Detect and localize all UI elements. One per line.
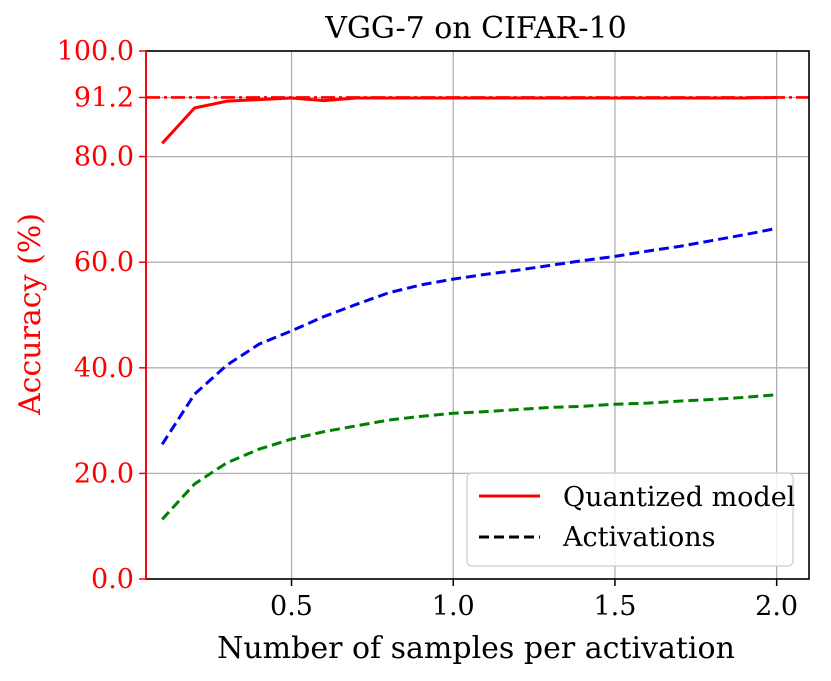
legend-frame [466, 472, 794, 567]
y-axis-label: Accuracy (%) [13, 213, 48, 416]
x-tick-label-3: 2.0 [755, 591, 798, 622]
x-tick-label-1: 1.0 [432, 591, 475, 622]
y-tick-label-3: 60.0 [74, 247, 134, 278]
legend-label-activations: Activations [562, 522, 715, 553]
x-tick-label-2: 1.5 [593, 591, 636, 622]
y-tick-label-4: 80.0 [74, 142, 134, 173]
y-tick-label-6: 100.0 [57, 36, 134, 67]
x-tick-label-0: 0.5 [270, 591, 313, 622]
y-tick-label-0: 0.0 [91, 564, 134, 595]
x-axis-ticks: 0.5 1.0 1.5 2.0 [270, 579, 798, 622]
series-line-0 [161, 95, 777, 145]
series-group [160, 95, 777, 521]
x-axis-label: Number of samples per activation [217, 631, 735, 666]
legend: Quantized model Activations [466, 472, 795, 567]
y-tick-label-1: 20.0 [74, 458, 134, 489]
y-axis-ticks: 0.0 20.0 40.0 60.0 80.0 91.2 100.0 [57, 36, 146, 595]
y-tick-label-5: 91.2 [74, 82, 134, 113]
chart-title: VGG-7 on CIFAR-10 [324, 11, 626, 46]
legend-label-quantized-model: Quantized model [563, 482, 795, 513]
axes-frame [145, 50, 810, 580]
y-tick-label-2: 40.0 [74, 353, 134, 384]
series-line-1 [160, 226, 777, 446]
series-line-2 [161, 393, 777, 521]
